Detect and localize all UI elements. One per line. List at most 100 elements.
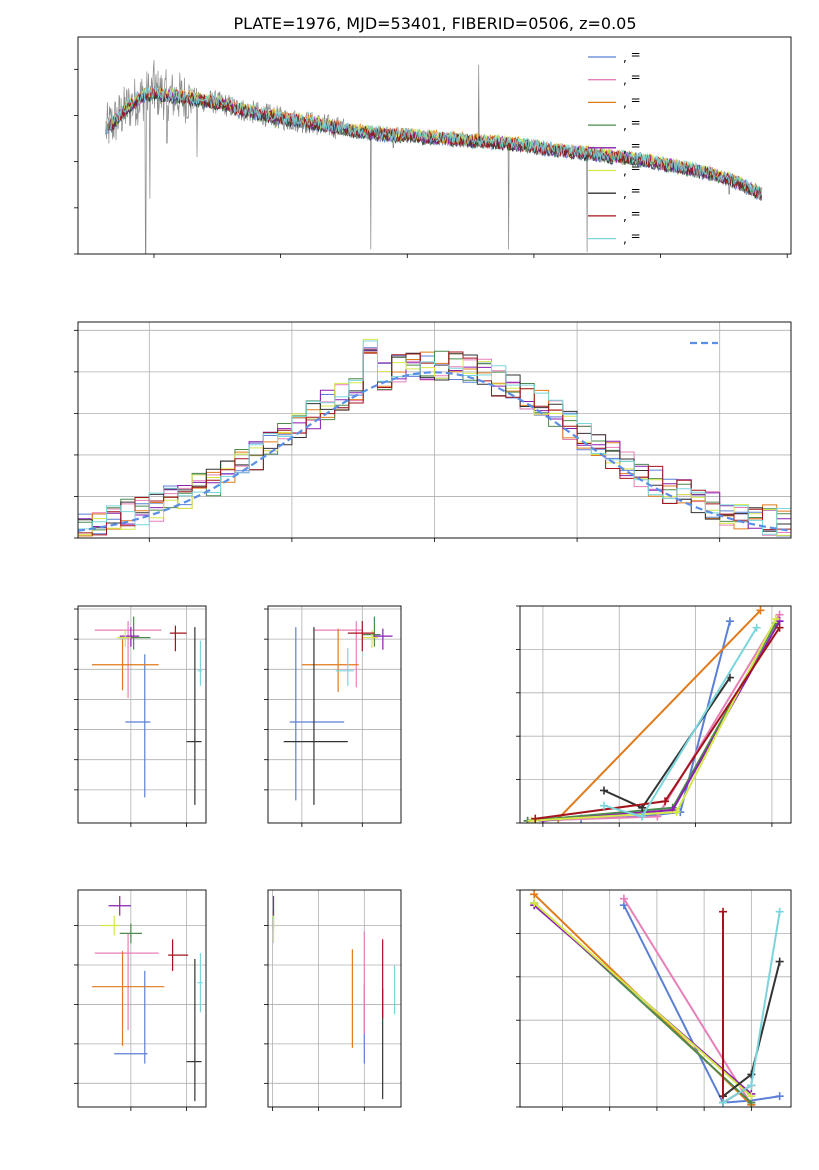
spectrum-panel: , =, =, =, =, =, =, =, =, = <box>74 36 792 258</box>
model-spectrum-line <box>105 89 762 201</box>
plot-area <box>91 895 203 1102</box>
legend-separator: , <box>623 96 631 110</box>
plus-marker <box>771 615 780 624</box>
legend-entry: , = <box>623 116 641 133</box>
plus-marker <box>719 907 728 916</box>
axes-frame <box>519 889 792 1108</box>
legend-equals: = <box>631 138 641 152</box>
legend-equals: = <box>631 229 641 243</box>
age-vs-metallicity-panel <box>74 605 207 827</box>
plus-marker <box>725 617 734 626</box>
plus-marker <box>530 899 539 908</box>
legend-entry: , = <box>623 48 641 65</box>
plus-marker <box>672 808 681 817</box>
legend-equals: = <box>631 161 641 175</box>
legend-separator: , <box>623 164 631 178</box>
normal-reference-curve <box>78 371 791 532</box>
legend-separator: , <box>623 51 631 65</box>
series-line <box>603 627 758 818</box>
error-bar-kroupa-miles <box>301 628 359 692</box>
legend-entry: , = <box>623 161 641 178</box>
plus-marker <box>752 623 761 632</box>
plot-area <box>78 338 791 537</box>
series-line <box>557 609 762 820</box>
mass-weight-series-kroupa-elodie <box>530 899 756 1101</box>
error-bar-chabrier-miles <box>125 654 151 798</box>
plus-marker <box>756 606 765 615</box>
plus-marker <box>775 623 784 632</box>
mass-weight-vs-metallicity-panel <box>516 889 792 1111</box>
error-bar-salpeter-miles <box>94 933 159 1031</box>
plus-marker <box>619 894 628 903</box>
mass-weight-series-chabrier-miles <box>523 617 734 823</box>
mass-vs-metallicity-panel <box>74 889 207 1111</box>
series-line <box>623 904 780 1104</box>
age-vs-mass-panel <box>264 605 402 827</box>
plus-marker <box>661 797 670 806</box>
plot-area <box>105 60 763 254</box>
legend-equals: = <box>631 48 641 62</box>
residual-histogram-step <box>78 340 791 535</box>
legend-entry: , = <box>623 206 641 223</box>
observed-spectrum-line <box>105 60 763 254</box>
error-bar-kroupa-elodie <box>116 630 131 647</box>
error-bar-kroupa-stelib <box>197 953 203 1013</box>
error-bar-kroupa-elodie <box>100 915 120 936</box>
legend-separator: , <box>623 187 631 201</box>
legend-separator: , <box>623 119 631 133</box>
legend-equals: = <box>631 116 641 130</box>
error-bar-chabrier-elodie <box>119 923 142 944</box>
error-bar-kroupa-stelib <box>197 640 203 686</box>
legend-separator: , <box>623 209 631 223</box>
figure-title: PLATE=1976, MJD=53401, FIBERID=0506, z=0… <box>233 14 636 33</box>
axes-frame <box>77 889 207 1108</box>
legend-entry: , = <box>623 229 641 246</box>
axes-frame <box>77 321 792 539</box>
mass-weight-vs-age-panel <box>516 605 792 827</box>
legend-equals: = <box>631 93 641 107</box>
error-bar-chabrier-stelib <box>186 627 202 805</box>
error-bar-chabrier-elodie <box>362 616 381 647</box>
series-line <box>533 902 752 1097</box>
error-bar-salpeter-stelib <box>347 621 375 652</box>
mass-weight-series-salpeter-miles <box>523 610 784 823</box>
error-bar-salpeter-stelib <box>168 939 189 971</box>
legend-entry: , = <box>623 138 641 155</box>
mass-weight-series-salpeter-stelib <box>531 623 784 823</box>
legend-entry: , = <box>623 93 641 110</box>
spectrum-legend: , =, =, =, =, =, =, =, =, = <box>588 48 641 246</box>
plus-marker <box>775 1092 784 1101</box>
model-spectrum-line <box>105 84 762 198</box>
residuals-panel <box>74 321 792 542</box>
plus-marker <box>638 812 647 821</box>
plus-marker <box>599 801 608 810</box>
legend-equals: = <box>631 206 641 220</box>
plus-marker <box>599 786 608 795</box>
error-bar-chabrier-stelib <box>283 627 348 805</box>
legend-equals: = <box>631 70 641 84</box>
error-bar-salpeter-elodie <box>373 628 393 650</box>
legend-equals: = <box>631 184 641 198</box>
error-bar-chabrier-miles <box>289 627 345 801</box>
mass-weight-series-kroupa-stelib <box>599 623 761 821</box>
mass-weight-series-kroupa-stelib <box>719 907 784 1107</box>
error-bar-salpeter-elodie <box>108 895 131 916</box>
plot-area <box>91 616 203 805</box>
plot-area <box>272 895 396 1100</box>
error-bar-salpeter-elodie <box>119 627 140 647</box>
mass-weight-series-chabrier-stelib <box>599 673 734 812</box>
error-bar-salpeter-stelib <box>169 625 187 652</box>
plot-area <box>523 606 784 823</box>
legend-entry: , = <box>623 184 641 201</box>
axes-frame <box>519 605 792 824</box>
plus-marker <box>747 1092 756 1101</box>
error-bar-kroupa-stelib <box>335 648 354 686</box>
plus-marker <box>747 1081 756 1090</box>
legend-entry: , = <box>623 70 641 87</box>
error-bar-kroupa-miles <box>91 639 159 691</box>
error-bar-kroupa-miles <box>91 951 165 1046</box>
error-bar-chabrier-elodie <box>119 616 151 650</box>
plus-marker <box>775 957 784 966</box>
axes-frame <box>77 605 207 824</box>
